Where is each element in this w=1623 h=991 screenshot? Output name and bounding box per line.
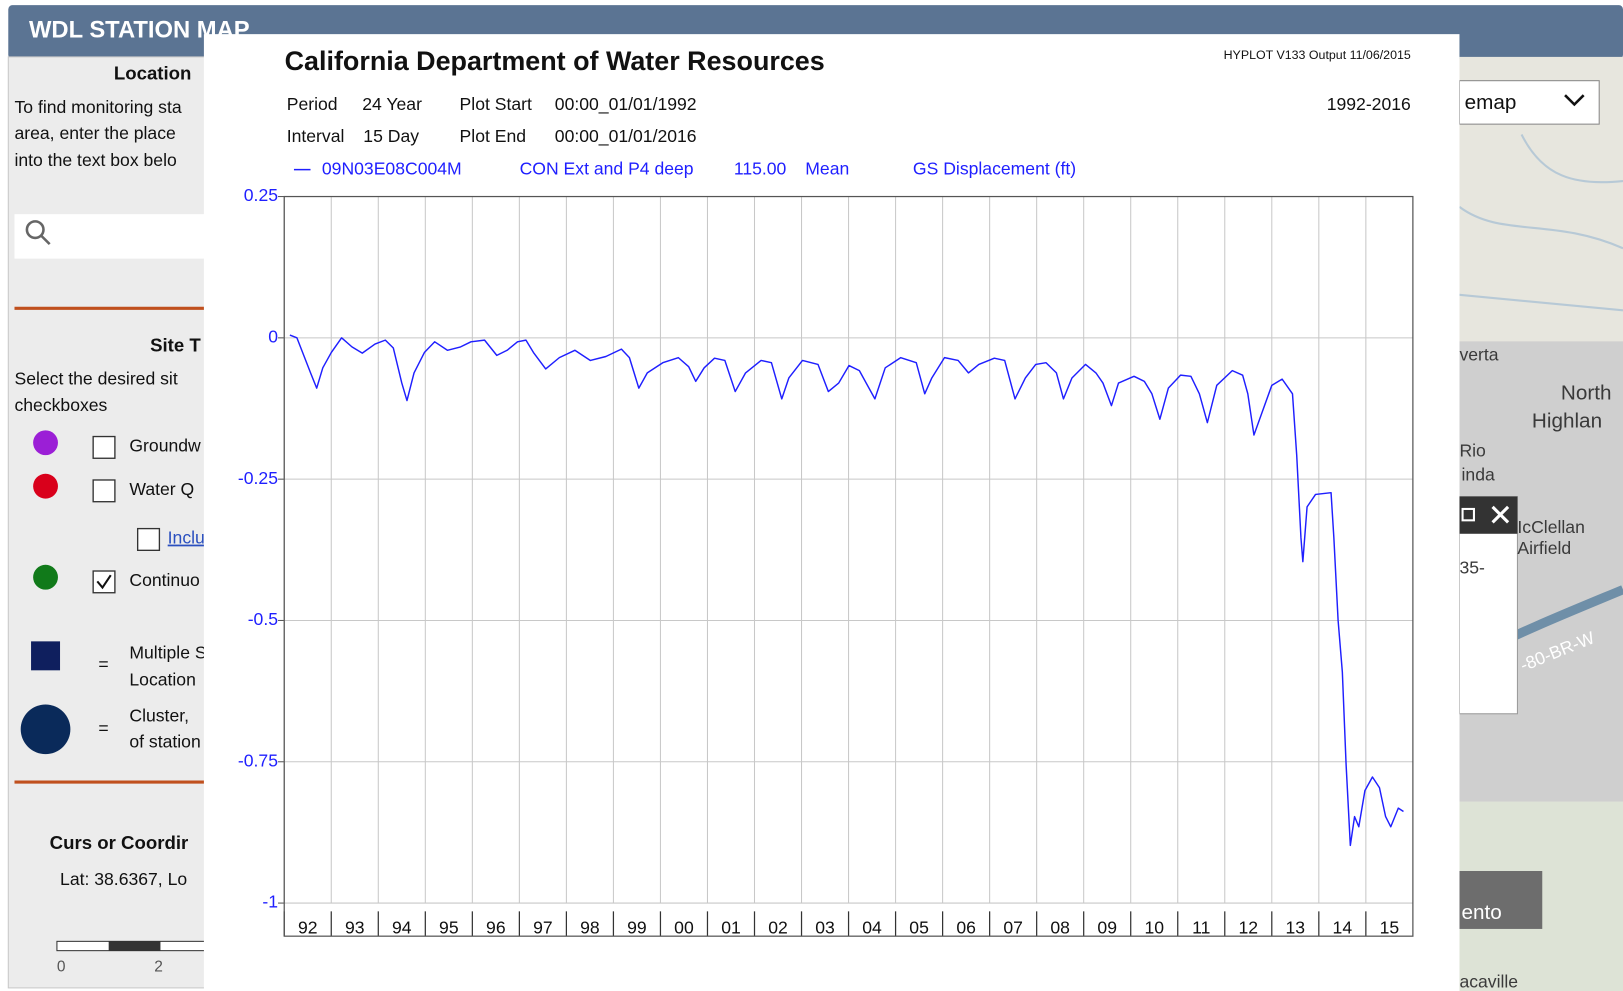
map-label: acaville <box>1459 971 1518 991</box>
checkbox[interactable] <box>93 571 115 593</box>
chart-title: California Department of Water Resources <box>285 46 825 76</box>
y-tick-label: -0.25 <box>238 468 278 488</box>
x-tick-label: 08 <box>1050 918 1070 938</box>
program-label: HYPLOT V133 Output 11/06/2015 <box>1224 48 1411 62</box>
x-tick-label: 13 <box>1286 918 1306 938</box>
x-tick-label: 07 <box>1003 918 1023 938</box>
legend-text: of station <box>129 731 200 751</box>
help-text: area, enter the place <box>14 123 175 143</box>
x-tick-label: 98 <box>580 918 600 938</box>
x-tick-label: 05 <box>909 918 929 938</box>
x-tick-label: 14 <box>1333 918 1353 938</box>
map-label: North <box>1561 382 1612 405</box>
site-dot <box>33 474 58 499</box>
map-label: inda <box>1462 464 1495 484</box>
x-tick-label: 03 <box>815 918 835 938</box>
cursor-heading: Curs or Coordir <box>50 832 189 853</box>
checkbox[interactable] <box>93 480 115 502</box>
x-tick-label: 99 <box>627 918 647 938</box>
map-label: Airfield <box>1517 538 1571 558</box>
site-dot <box>33 565 58 590</box>
x-tick-label: 12 <box>1239 918 1259 938</box>
legend-text: Cluster, <box>129 706 189 726</box>
info-value: 24 Year <box>362 94 422 114</box>
x-tick-label: 92 <box>298 918 318 938</box>
legend-text: Multiple S <box>129 642 206 662</box>
y-tick-label: 0.25 <box>244 185 278 205</box>
page: { "header": {"title": "WDL STATION MAP"}… <box>0 0 1623 991</box>
x-tick-label: 02 <box>768 918 788 938</box>
x-tick-label: 01 <box>721 918 741 938</box>
site-heading: Site T <box>150 334 201 355</box>
legend-field: CON Ext and P4 deep <box>520 158 694 178</box>
scale-label: 2 <box>154 958 163 975</box>
multiple-symbol <box>31 641 60 670</box>
legend-equals: = <box>98 654 108 674</box>
popup-titlebar <box>1459 497 1517 534</box>
screen: WDL STATION MAP Location To find monitor… <box>0 0 1623 991</box>
search-box[interactable] <box>14 214 211 258</box>
site-label: Groundw <box>129 436 201 456</box>
y-tick-label: -1 <box>262 892 278 912</box>
info-label: Plot End <box>460 126 526 146</box>
x-tick-label: 04 <box>862 918 882 938</box>
location-heading: Location <box>114 62 192 83</box>
x-tick-label: 97 <box>533 918 553 938</box>
help-text: To find monitoring sta <box>14 97 181 117</box>
site-link[interactable]: Inclu <box>168 528 205 548</box>
map-label: ento <box>1462 901 1502 924</box>
info-value: 15 Day <box>363 126 419 146</box>
help-text: into the text box belo <box>14 150 176 170</box>
info-label: Interval <box>287 126 345 146</box>
legend-text: Location <box>129 669 195 689</box>
y-tick-label: 0 <box>268 326 278 346</box>
cursor-value: Lat: 38.6367, Lo <box>60 869 187 889</box>
x-tick-label: 10 <box>1144 918 1164 938</box>
info-value: 00:00_01/01/2016 <box>555 126 697 147</box>
popup-text: 35- <box>1459 558 1485 578</box>
x-tick-label: 06 <box>956 918 976 938</box>
x-tick-label: 93 <box>345 918 365 938</box>
legend-field: 115.00 <box>734 158 787 178</box>
x-tick-label: 96 <box>486 918 506 938</box>
cluster-symbol <box>21 704 71 754</box>
map-label: Rio <box>1459 441 1486 461</box>
x-tick-label: 09 <box>1097 918 1117 938</box>
scale-label: 0 <box>57 958 66 975</box>
y-tick-label: -0.75 <box>238 750 278 770</box>
map-label: IcClellan <box>1517 517 1584 537</box>
x-tick-label: 15 <box>1380 918 1400 938</box>
x-tick-label: 95 <box>439 918 459 938</box>
help-text: checkboxes <box>14 395 107 415</box>
range-label: 1992-2016 <box>1327 94 1411 114</box>
help-text: Select the desired sit <box>14 368 177 388</box>
basemap-value: emap <box>1465 91 1517 114</box>
legend-field: Mean <box>805 158 849 178</box>
legend-equals: = <box>98 718 108 738</box>
x-tick-label: 11 <box>1192 918 1210 938</box>
legend-field: GS Displacement (ft) <box>913 158 1076 178</box>
map-label: Highlan <box>1532 410 1602 433</box>
info-value: 00:00_01/01/1992 <box>555 94 697 115</box>
y-tick-label: -0.5 <box>248 609 279 629</box>
info-label: Plot Start <box>460 94 532 114</box>
site-label: Water Q <box>129 479 194 499</box>
site-label: Continuo <box>129 570 200 590</box>
checkbox[interactable] <box>93 437 115 459</box>
x-tick-label: 94 <box>392 918 412 938</box>
map-label: verta <box>1459 344 1498 364</box>
x-tick-label: 00 <box>674 918 694 938</box>
scale-bar <box>57 941 207 950</box>
checkbox[interactable] <box>138 529 160 551</box>
info-label: Period <box>287 94 338 114</box>
site-dot <box>33 430 58 455</box>
legend-entry: 09N03E08C004M <box>322 158 462 178</box>
